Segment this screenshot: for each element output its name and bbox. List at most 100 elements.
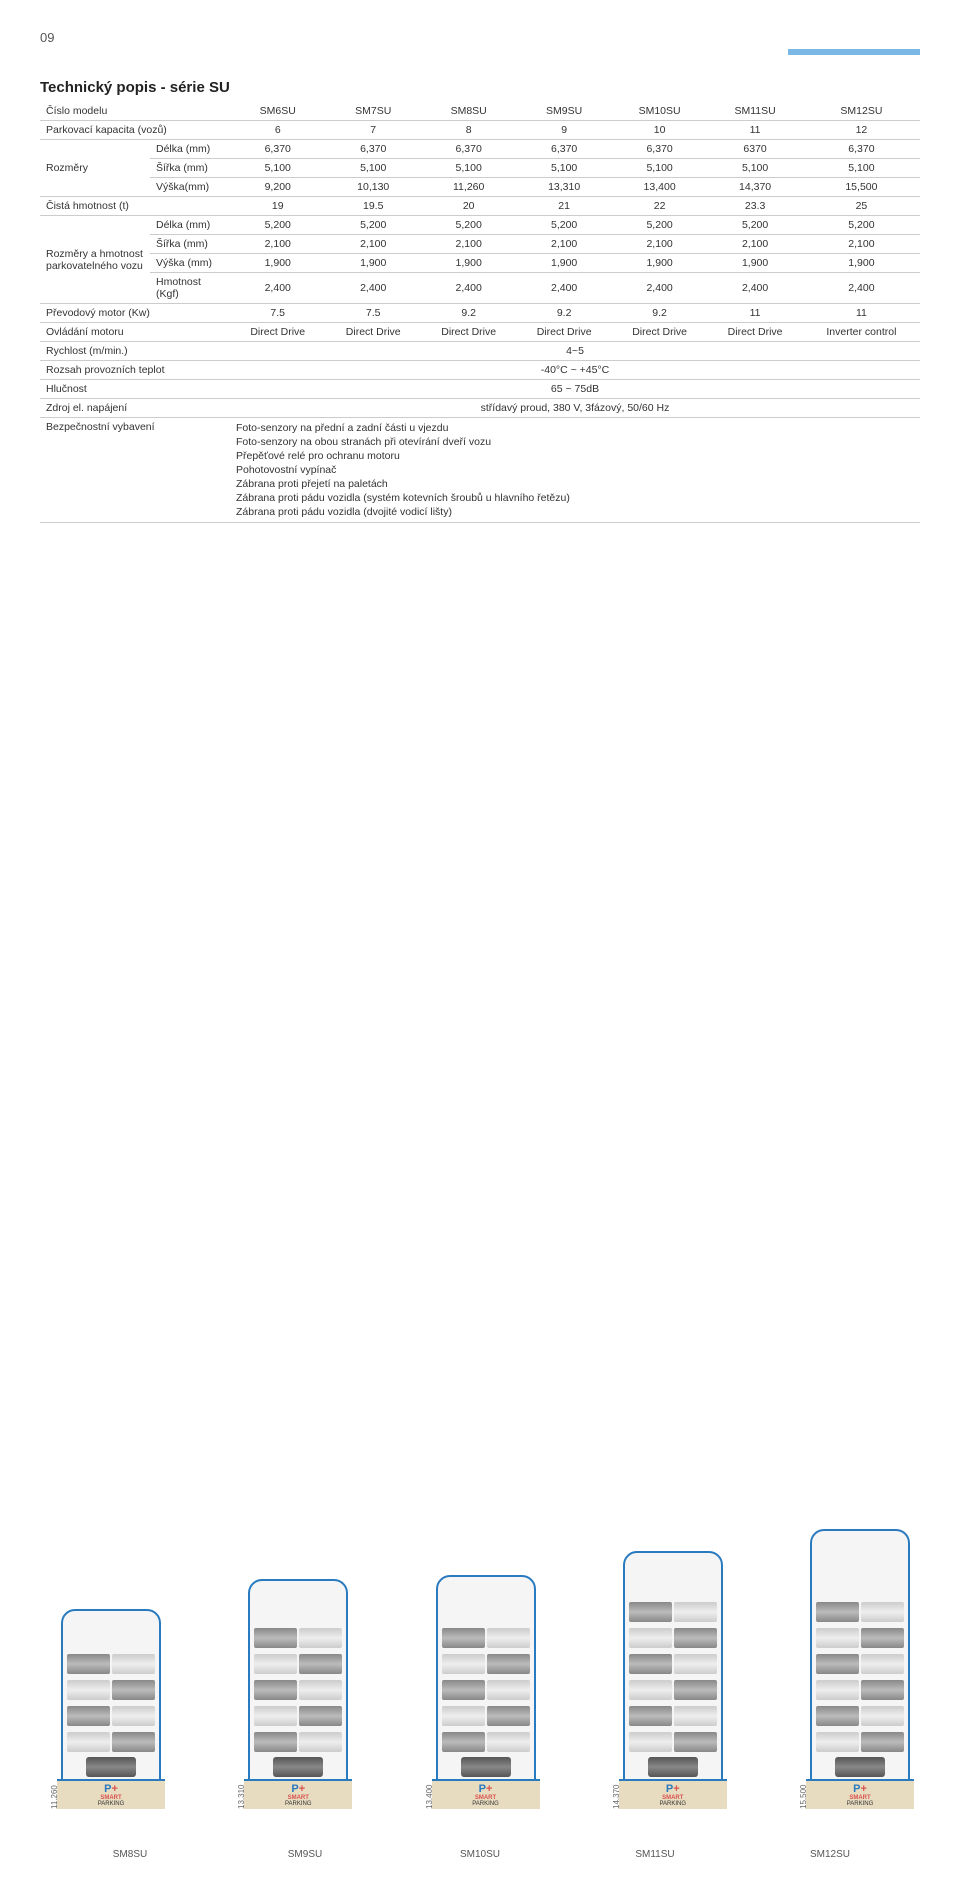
tower-wrap: 13,400 P+SMARTPARKING bbox=[425, 583, 536, 1809]
pallet-icon bbox=[253, 1731, 343, 1753]
pallet-icon bbox=[815, 1601, 905, 1623]
pallet-icon bbox=[66, 1731, 156, 1753]
pallet-icon bbox=[441, 1627, 531, 1649]
col-head: SM7SU bbox=[325, 102, 420, 121]
pallet-icon bbox=[628, 1601, 718, 1623]
row-label: Rozměry a hmotnost parkovatelného vozu bbox=[40, 216, 150, 304]
dimension-label: 13,400 bbox=[425, 583, 434, 1809]
car-icon bbox=[273, 1757, 323, 1777]
tower-wrap: 15,500P+SMARTPARKING bbox=[799, 583, 910, 1809]
pallet-icon bbox=[628, 1653, 718, 1675]
sub-label: Hmotnost (Kgf) bbox=[150, 273, 230, 304]
tower-base: P+SMARTPARKING bbox=[432, 1779, 540, 1809]
col-head: SM10SU bbox=[612, 102, 707, 121]
tower-icon: P+SMARTPARKING bbox=[61, 1609, 161, 1809]
table-row: Rozsah provozních teplot -40°C ~ +45°C bbox=[40, 361, 920, 380]
table-row: Rozměry Délka (mm) 6,3706,3706,3706,3706… bbox=[40, 140, 920, 159]
spec-table: Číslo modelu SM6SU SM7SU SM8SU SM9SU SM1… bbox=[40, 102, 920, 523]
table-row: Rozměry a hmotnost parkovatelného vozu D… bbox=[40, 216, 920, 235]
tower-name: SM10SU bbox=[420, 1849, 540, 1860]
table-row: Hmotnost (Kgf) 2,4002,4002,4002,4002,400… bbox=[40, 273, 920, 304]
tower-icon: P+SMARTPARKING bbox=[436, 1575, 536, 1809]
table-row: Parkovací kapacita (vozů) 6 7 8 9 10 11 … bbox=[40, 121, 920, 140]
table-row: Převodový motor (Kw) 7.57.59.29.29.21111 bbox=[40, 304, 920, 323]
tower-wrap: 14,370P+SMARTPARKING bbox=[612, 583, 723, 1809]
list-item: Pohotovostní vypínač bbox=[236, 463, 914, 477]
brand-logo-icon: P+SMARTPARKING bbox=[98, 1784, 125, 1807]
car-icon bbox=[86, 1757, 136, 1777]
tower-name: SM8SU bbox=[70, 1849, 190, 1860]
table-row: Zdroj el. napájení střídavý proud, 380 V… bbox=[40, 399, 920, 418]
pallet-icon bbox=[815, 1679, 905, 1701]
pallet-icon bbox=[441, 1653, 531, 1675]
table-row: Výška (mm) 1,9001,9001,9001,9001,9001,90… bbox=[40, 254, 920, 273]
list-item: Zábrana proti přejetí na paletách bbox=[236, 477, 914, 491]
pallet-icon bbox=[66, 1705, 156, 1727]
col-head: SM11SU bbox=[707, 102, 802, 121]
brand-logo-icon: P+SMARTPARKING bbox=[472, 1784, 499, 1807]
header-stripe bbox=[40, 49, 920, 55]
pallet-icon bbox=[253, 1627, 343, 1649]
car-icon bbox=[648, 1757, 698, 1777]
tower-base: P+SMARTPARKING bbox=[244, 1779, 352, 1809]
list-item: Foto-senzory na přední a zadní části u v… bbox=[236, 421, 914, 435]
pallet-icon bbox=[628, 1705, 718, 1727]
sub-label: Délka (mm) bbox=[150, 216, 230, 235]
sub-label: Délka (mm) bbox=[150, 140, 230, 159]
tower-base: P+SMARTPARKING bbox=[806, 1779, 914, 1809]
sub-label: Výška(mm) bbox=[150, 178, 230, 197]
pallet-icon bbox=[253, 1653, 343, 1675]
page-number: 09 bbox=[40, 30, 920, 45]
sub-label: Šířka (mm) bbox=[150, 159, 230, 178]
table-row: Čistá hmotnost (t) 1919.520212223.325 bbox=[40, 197, 920, 216]
row-label: Hlučnost bbox=[40, 380, 230, 399]
table-row: Hlučnost 65 ~ 75dB bbox=[40, 380, 920, 399]
tower-icon: P+SMARTPARKING bbox=[248, 1579, 348, 1809]
section-title: Technický popis - série SU bbox=[40, 79, 920, 96]
tower-name: SM9SU bbox=[245, 1849, 365, 1860]
list-item: Foto-senzory na obou stranách při otevír… bbox=[236, 435, 914, 449]
car-icon bbox=[461, 1757, 511, 1777]
pallet-icon bbox=[441, 1679, 531, 1701]
table-row: Bezpečnostní vybavení Foto-senzory na př… bbox=[40, 418, 920, 523]
pallet-icon bbox=[815, 1705, 905, 1727]
pallet-icon bbox=[628, 1731, 718, 1753]
row-label: Rozsah provozních teplot bbox=[40, 361, 230, 380]
row-label: Ovládání motoru bbox=[40, 323, 230, 342]
row-label: Zdroj el. napájení bbox=[40, 399, 230, 418]
row-label: Rychlost (m/min.) bbox=[40, 342, 230, 361]
table-row: Šířka (mm) 5,1005,1005,1005,1005,1005,10… bbox=[40, 159, 920, 178]
tower-name: SM11SU bbox=[595, 1849, 715, 1860]
table-row: Ovládání motoru Direct DriveDirect Drive… bbox=[40, 323, 920, 342]
pallet-icon bbox=[628, 1679, 718, 1701]
sub-label: Výška (mm) bbox=[150, 254, 230, 273]
pallet-icon bbox=[441, 1731, 531, 1753]
row-label: Převodový motor (Kw) bbox=[40, 304, 230, 323]
list-item: Zábrana proti pádu vozidla (dvojité vodi… bbox=[236, 505, 914, 519]
pallet-icon bbox=[66, 1653, 156, 1675]
model-label: Číslo modelu bbox=[40, 102, 230, 121]
table-row: Rychlost (m/min.) 4~5 bbox=[40, 342, 920, 361]
brand-logo-icon: P+SMARTPARKING bbox=[285, 1784, 312, 1807]
pallet-icon bbox=[815, 1627, 905, 1649]
pallet-icon bbox=[441, 1705, 531, 1727]
pallet-icon bbox=[815, 1653, 905, 1675]
tower-name: SM12SU bbox=[770, 1849, 890, 1860]
tower-icon: P+SMARTPARKING bbox=[810, 1529, 910, 1809]
dimension-label: 15,500 bbox=[799, 583, 808, 1809]
table-row: Číslo modelu SM6SU SM7SU SM8SU SM9SU SM1… bbox=[40, 102, 920, 121]
table-row: Šířka (mm) 2,1002,1002,1002,1002,1002,10… bbox=[40, 235, 920, 254]
tower-icon: P+SMARTPARKING bbox=[623, 1551, 723, 1809]
tower-base: P+SMARTPARKING bbox=[619, 1779, 727, 1809]
pallet-icon bbox=[253, 1679, 343, 1701]
col-head: SM8SU bbox=[421, 102, 516, 121]
pallet-icon bbox=[253, 1705, 343, 1727]
row-label: Rozměry bbox=[40, 140, 150, 197]
tower-wrap: 11,260P+SMARTPARKING bbox=[50, 583, 161, 1809]
col-head: SM12SU bbox=[803, 102, 920, 121]
row-label: Parkovací kapacita (vozů) bbox=[40, 121, 230, 140]
row-label: Čistá hmotnost (t) bbox=[40, 197, 230, 216]
safety-list: Foto-senzory na přední a zadní části u v… bbox=[236, 421, 914, 519]
dimension-label: 13,310 bbox=[237, 583, 246, 1809]
tower-base: P+SMARTPARKING bbox=[57, 1779, 165, 1809]
